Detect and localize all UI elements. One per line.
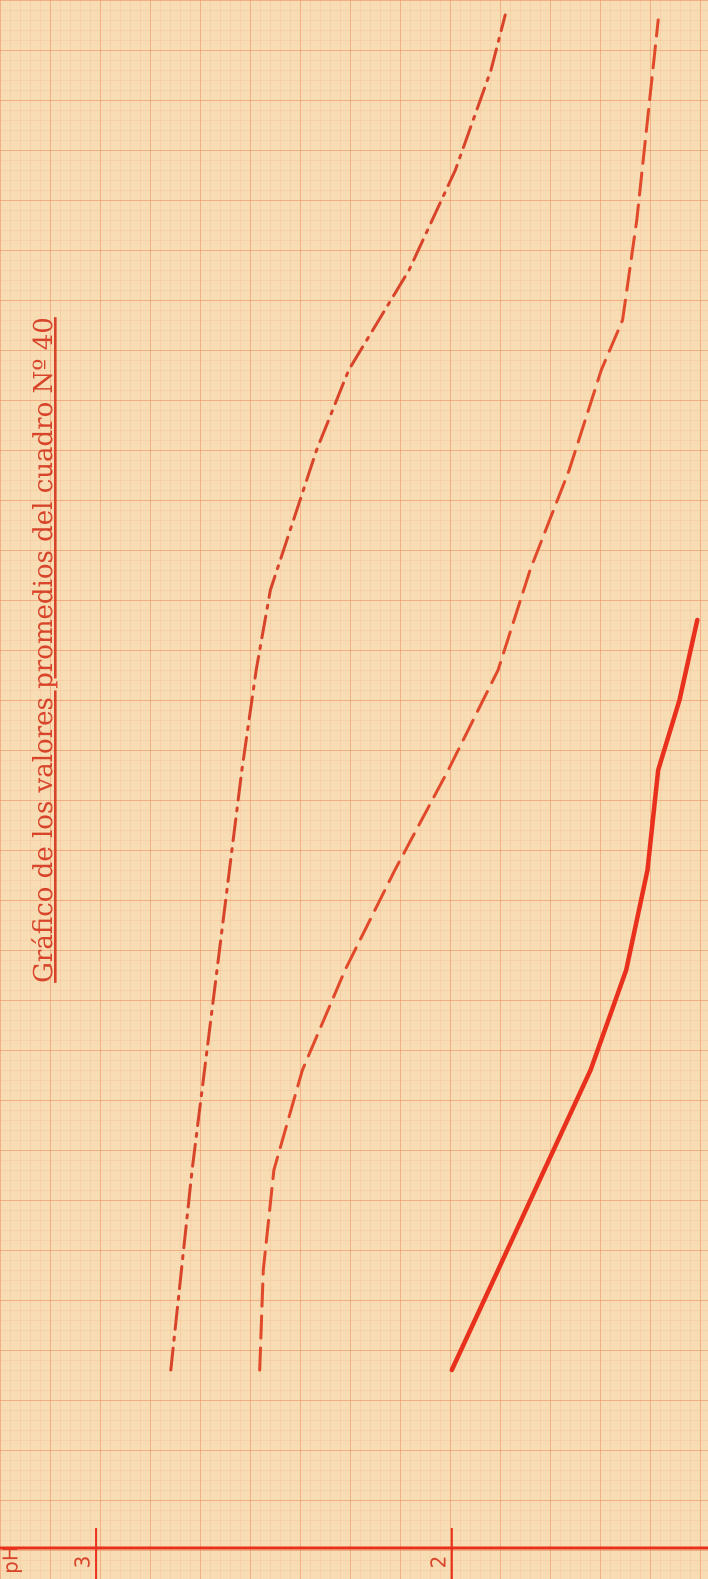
- chart: Gráfico de los valores promedios del cua…: [0, 0, 708, 1579]
- grid-paper: [0, 0, 708, 1579]
- y-axis-label: pH: [0, 1546, 23, 1574]
- y-tick-label: 3: [71, 1556, 95, 1569]
- y-tick-label: 2: [426, 1556, 450, 1569]
- chart-title: Gráfico de los valores promedios del cua…: [29, 317, 59, 983]
